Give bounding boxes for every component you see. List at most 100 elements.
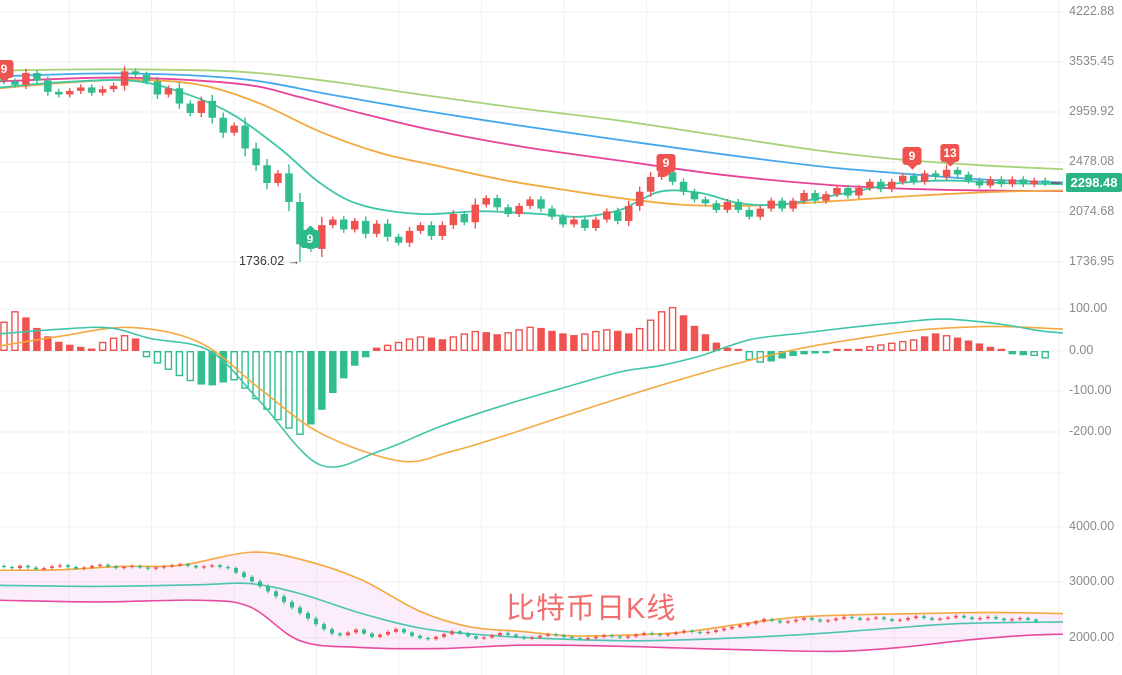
candle	[690, 191, 699, 200]
macd-bar-hollow	[526, 326, 534, 351]
candle	[745, 209, 754, 217]
macd-bar	[624, 333, 633, 351]
macd-bar	[679, 315, 688, 351]
daily-candle	[434, 636, 438, 640]
macd-bar-hollow	[909, 339, 918, 352]
daily-candle	[138, 565, 142, 568]
daily-candle	[98, 564, 102, 566]
macd-bar-hollow	[164, 351, 173, 370]
daily-panel	[0, 551, 1064, 653]
daily-candle	[410, 632, 414, 636]
candle	[394, 236, 403, 243]
candle	[153, 81, 162, 95]
macd-bar-hollow	[153, 351, 162, 364]
daily-candle	[530, 637, 534, 639]
macd-bar-hollow	[1030, 351, 1038, 357]
macd-bar	[340, 351, 348, 379]
macd-bar	[22, 317, 30, 351]
macd-bar-hollow	[942, 335, 951, 351]
daily-candle	[194, 565, 198, 568]
daily-candle	[258, 581, 262, 587]
candle	[33, 72, 41, 81]
candle	[350, 220, 359, 230]
macd-bar	[208, 351, 216, 386]
macd-bar	[438, 339, 447, 351]
daily-candle	[698, 631, 702, 634]
macd-bar-hollow	[383, 344, 392, 351]
candle	[855, 187, 863, 196]
daily-candle	[330, 629, 334, 634]
daily-candle	[890, 619, 894, 621]
macd-bar-hollow	[186, 351, 195, 382]
macd-bar	[690, 325, 699, 351]
daily-candle	[2, 565, 6, 568]
candle	[44, 80, 52, 92]
daily-candle	[322, 624, 326, 630]
macd-bar	[318, 351, 326, 410]
ma-medium-line	[0, 76, 1064, 192]
candle	[986, 179, 995, 186]
macd-bar	[559, 333, 567, 351]
daily-candle	[474, 636, 478, 639]
macd-bar	[1008, 351, 1017, 355]
macd-bar	[767, 351, 775, 362]
candle	[581, 219, 589, 229]
macd-bar-hollow	[635, 327, 644, 352]
candle	[909, 175, 918, 182]
candle	[953, 169, 962, 175]
daily-candle	[986, 616, 990, 619]
candle	[164, 88, 173, 95]
macd-bar-hollow	[877, 344, 885, 352]
daily-candle	[738, 625, 742, 627]
macd-bar-hollow	[0, 321, 8, 351]
candle	[877, 181, 885, 190]
daily-candle	[1002, 618, 1006, 621]
candle	[263, 165, 271, 183]
candle	[87, 87, 96, 93]
daily-candle	[450, 631, 454, 635]
daily-candle	[610, 635, 614, 637]
candle	[11, 81, 19, 85]
daily-candle	[186, 564, 190, 566]
macd-bar	[55, 341, 63, 351]
daily-candle	[506, 633, 510, 635]
candle	[219, 117, 227, 133]
daily-candle	[946, 617, 950, 619]
macd-bar	[986, 346, 995, 351]
candle	[405, 230, 414, 243]
daily-candle	[618, 636, 622, 638]
daily-candle	[834, 618, 838, 621]
daily-candle	[1026, 618, 1030, 620]
macd-bar	[723, 347, 732, 351]
candle	[734, 201, 743, 210]
candle	[109, 85, 118, 90]
candle	[504, 207, 512, 214]
candle	[1019, 179, 1028, 185]
daily-candle	[706, 631, 710, 634]
daily-candle	[114, 566, 118, 569]
candle	[98, 89, 107, 93]
daily-candle	[442, 634, 446, 637]
macd-bar-hollow	[142, 351, 151, 358]
candle	[756, 208, 764, 217]
candle	[383, 223, 392, 237]
daily-candle	[666, 634, 670, 636]
candle	[526, 199, 534, 206]
daily-candle	[1018, 618, 1022, 620]
macd-bar	[131, 338, 140, 351]
daily-candle	[314, 618, 318, 625]
candle	[471, 204, 480, 223]
candle	[296, 201, 304, 245]
daily-candle	[146, 567, 150, 569]
daily-candle	[586, 638, 590, 640]
daily-candle	[490, 635, 494, 638]
daily-candle	[386, 631, 390, 635]
daily-candle	[306, 613, 310, 619]
daily-candle	[90, 565, 94, 568]
macd-bar-hollow	[515, 329, 523, 351]
candle	[1008, 179, 1017, 185]
candle	[800, 192, 808, 201]
daily-candle	[354, 629, 358, 633]
candle	[120, 71, 129, 86]
